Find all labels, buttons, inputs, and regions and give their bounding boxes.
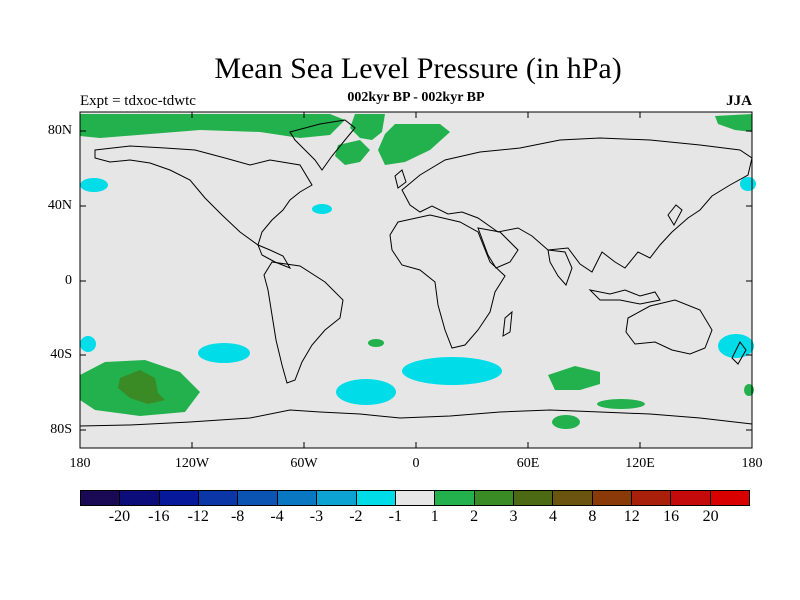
colorbar-label: -8 [230,508,245,525]
colorbar-swatch [356,491,396,505]
coastline-japan [667,204,683,227]
lon-label-180e: 180 [741,456,763,471]
colorbar-label: -20 [108,508,131,525]
colorbar-label: -12 [187,508,209,525]
north-atlantic-negative [312,204,332,214]
colorbar-swatch [159,491,200,505]
tasman-negative [718,334,754,358]
coastline-british-isles [394,169,407,189]
lon-label-0: 0 [412,456,420,471]
lat-label-40s: 40S [50,347,72,362]
lat-label-80n: 80N [47,123,72,138]
lon-label-60e: 60E [516,456,540,471]
coastline-india [547,249,573,286]
colorbar-label: 4 [548,508,557,525]
colorbar-label: 16 [663,508,680,525]
southern-negative [80,336,96,352]
season-label: JJA [726,93,752,109]
colorbar-label: -2 [349,508,363,525]
colorbar-label: -4 [270,508,284,525]
colorbar-label: 1 [430,508,439,525]
colorbar-swatch [513,491,554,505]
lat-label-0: 0 [65,273,72,288]
colorbar-swatch [435,491,475,505]
southern-positive [368,339,384,347]
southern-negative [402,357,502,385]
lat-label-40n: 40N [47,198,72,213]
coastline-arabia [477,227,519,269]
colorbar-label: -1 [388,508,402,525]
arctic-positive-region [335,140,370,165]
map-subtitle: 002kyr BP - 002kyr BP [347,90,485,105]
colorbar-label: 8 [588,508,597,525]
coastlines [79,119,753,427]
lon-label-180w: 180 [69,456,91,471]
colorbar-label: 12 [623,508,640,525]
axis-ticks [80,112,752,448]
colorbar-swatch [553,491,593,505]
coastline-australia [625,299,713,355]
colorbar-label: 2 [470,508,479,525]
southern-negative [336,379,396,405]
experiment-label: Expt = tdxoc-tdwtc [80,93,196,109]
coastline-antarctica [79,409,753,427]
coastline-new-zealand [731,341,747,365]
north-pacific-negative [740,177,756,191]
coastline-south-america [263,261,344,384]
colorbar-swatch [277,491,318,505]
coastline-greenland [289,119,356,171]
colorbar-label: -3 [309,508,324,525]
south-pacific-strong-positive [118,370,165,404]
coastline-madagascar [502,310,513,337]
lon-label-60w: 60W [290,456,318,471]
arctic-positive-region [715,114,752,132]
colorbar-label: 3 [509,508,518,525]
colorbar-swatch [710,491,750,505]
lon-label-120e: 120E [625,456,655,471]
colorbar-label: 20 [702,508,719,525]
anomaly-regions [80,114,756,429]
colorbar-swatch [238,491,278,505]
colorbar-swatch [120,491,160,505]
southern-negative [198,343,250,363]
colorbar-swatch [671,491,711,505]
arctic-positive-region [80,114,345,138]
colorbar-swatch [474,491,514,505]
colorbar [80,490,750,506]
colorbar-swatch [632,491,672,505]
colorbar-swatch [395,491,436,505]
coastline-africa [389,214,506,349]
south-indian-positive [552,415,580,429]
colorbar-swatch [199,491,239,505]
colorbar-swatch [81,491,121,505]
south-indian-positive [597,399,645,409]
coastline-indonesia [588,289,661,305]
colorbar-swatch [317,491,357,505]
arctic-positive-region [350,114,385,140]
colorbar-swatch [592,491,633,505]
south-indian-positive [548,366,600,390]
coastline-north-america [94,145,313,270]
lon-label-120w: 120W [174,456,210,471]
arctic-positive-region [378,124,450,165]
colorbar-label: -16 [148,508,170,525]
lat-label-80s: 80S [50,422,72,437]
coastline-eurasia [401,137,753,273]
north-pacific-negative [80,178,108,192]
map-title: Mean Sea Level Pressure (in hPa) [214,52,622,85]
